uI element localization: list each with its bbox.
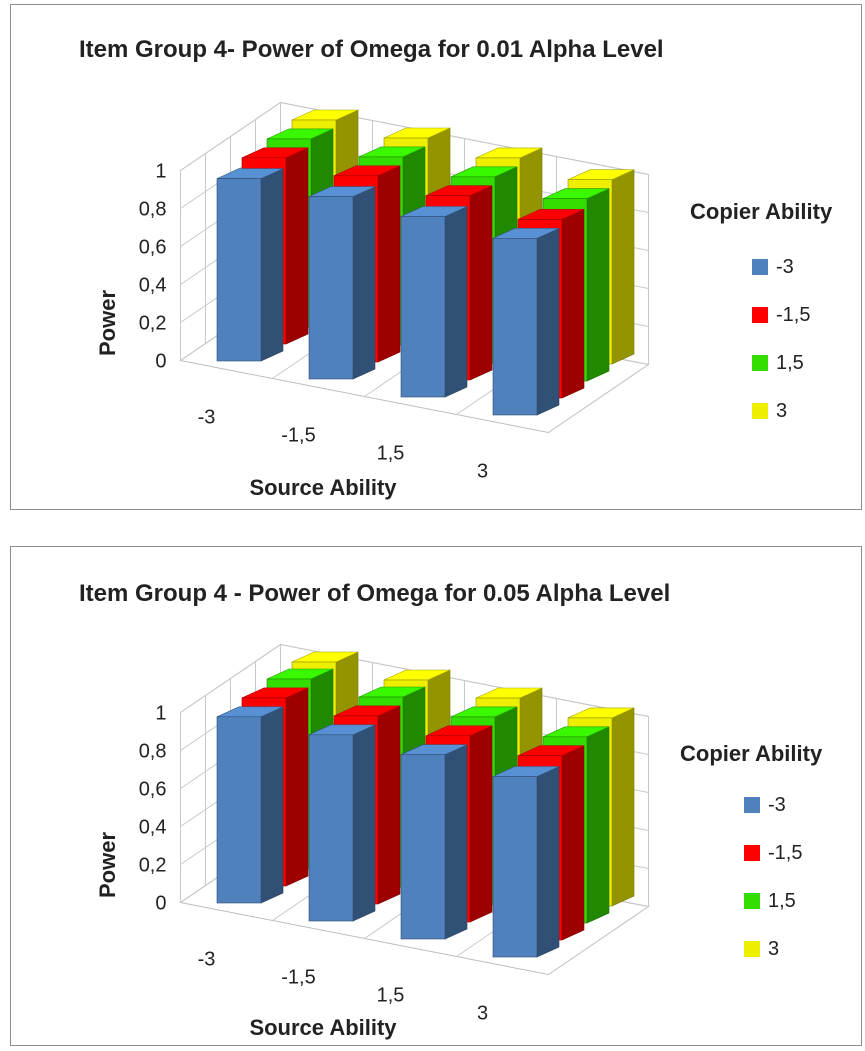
- y-tick-label: 0,8: [139, 199, 167, 221]
- legend-title: Copier Ability: [680, 741, 823, 766]
- x-axis-ticks: -3 -1,5 1,5 3: [198, 407, 488, 483]
- y-tick-label: 0,2: [139, 313, 167, 335]
- bar-side: [377, 705, 401, 905]
- bar: [400, 744, 468, 940]
- legend-swatch: [752, 259, 768, 275]
- y-tick-label: 0: [155, 893, 166, 915]
- bar-group: [216, 109, 635, 416]
- bar-front: [492, 238, 538, 416]
- legend-swatch: [744, 845, 760, 861]
- y-tick-label: 1: [155, 703, 166, 725]
- y-tick-label: 0,8: [139, 741, 167, 763]
- legend-label: 1,5: [776, 352, 804, 374]
- bar-side: [586, 726, 610, 924]
- x-tick-label: 3: [477, 1003, 488, 1025]
- y-tick-label: 0,6: [139, 779, 167, 801]
- bar-side: [260, 706, 284, 904]
- bar-front: [216, 178, 262, 362]
- bar-side: [444, 206, 468, 398]
- y-tick-label: 0: [155, 351, 166, 373]
- chart-panel-alpha-001: Item Group 4- Power of Omega for 0.01 Al…: [10, 4, 862, 510]
- legend-swatch: [752, 355, 768, 371]
- bar-group: [216, 651, 635, 958]
- legend-label: 1,5: [768, 890, 796, 912]
- legend-label: -1,5: [776, 304, 810, 326]
- legend-title: Copier Ability: [690, 199, 833, 224]
- bar-front: [216, 716, 262, 904]
- y-axis-title: Power: [95, 832, 120, 898]
- bar-side: [352, 186, 376, 380]
- bar3d-chart-svg: Item Group 4- Power of Omega for 0.01 Al…: [79, 36, 833, 500]
- bar-front: [492, 776, 538, 958]
- legend-swatch: [744, 941, 760, 957]
- legend-swatch: [752, 307, 768, 323]
- bar: [216, 706, 284, 904]
- legend: -3 -1,5 1,5 3: [744, 794, 802, 960]
- x-tick-label: 1,5: [377, 985, 405, 1007]
- bar: [492, 227, 560, 416]
- chart-title: Item Group 4 - Power of Omega for 0.05 A…: [79, 580, 670, 607]
- bar-front: [400, 754, 446, 940]
- bar-front: [308, 734, 354, 922]
- bar-side: [469, 185, 493, 381]
- bar-side: [561, 745, 585, 941]
- bar-side: [561, 208, 585, 399]
- x-tick-label: 3: [477, 461, 488, 483]
- x-axis-ticks: -3 -1,5 1,5 3: [198, 949, 488, 1025]
- bar-side: [469, 725, 493, 923]
- bar: [400, 206, 468, 398]
- bar: [216, 168, 284, 362]
- bar-side: [377, 165, 401, 363]
- bar-front: [308, 196, 354, 380]
- gridline: [548, 364, 649, 433]
- x-tick-label: 1,5: [377, 443, 405, 465]
- bar-front: [400, 216, 446, 398]
- legend-label: 3: [768, 938, 779, 960]
- y-tick-label: 0,6: [139, 237, 167, 259]
- y-tick-label: 0,4: [139, 275, 167, 297]
- y-tick-label: 0,2: [139, 855, 167, 877]
- bar-side: [285, 147, 309, 345]
- legend-swatch: [744, 797, 760, 813]
- legend-label: -3: [768, 794, 786, 816]
- chart-panel-alpha-005: Item Group 4 - Power of Omega for 0.05 A…: [10, 546, 862, 1046]
- y-tick-label: 1: [155, 161, 166, 183]
- legend-swatch: [752, 403, 768, 419]
- x-axis-title: Source Ability: [249, 475, 397, 500]
- bar3d-chart-svg: Item Group 4 - Power of Omega for 0.05 A…: [79, 580, 823, 1040]
- bar-side: [611, 707, 635, 907]
- bar: [308, 724, 376, 922]
- bar-side: [536, 227, 560, 416]
- y-axis-ticks: 0 0,2 0,4 0,6 0,8 1: [139, 161, 167, 373]
- y-tick-label: 0,4: [139, 817, 167, 839]
- bar-side: [536, 766, 560, 958]
- gridline: [548, 906, 649, 975]
- x-axis-title: Source Ability: [249, 1015, 397, 1040]
- legend-label: 3: [776, 400, 787, 422]
- y-axis-ticks: 0 0,2 0,4 0,6 0,8 1: [139, 703, 167, 915]
- chart-title: Item Group 4- Power of Omega for 0.01 Al…: [79, 36, 664, 63]
- legend-label: -3: [776, 256, 794, 278]
- bar-side: [352, 724, 376, 922]
- legend-label: -1,5: [768, 842, 802, 864]
- legend: -3 -1,5 1,5 3: [752, 256, 810, 422]
- x-tick-label: -3: [198, 407, 216, 429]
- bar-side: [444, 744, 468, 940]
- bar-side: [586, 188, 610, 382]
- x-tick-label: -1,5: [281, 425, 315, 447]
- bar-side: [260, 168, 284, 362]
- legend-swatch: [744, 893, 760, 909]
- y-axis-title: Power: [95, 290, 120, 356]
- bar-side: [285, 687, 309, 887]
- bar-side: [611, 169, 635, 365]
- bar: [492, 766, 560, 958]
- bar: [308, 186, 376, 380]
- x-tick-label: -3: [198, 949, 216, 971]
- x-tick-label: -1,5: [281, 967, 315, 989]
